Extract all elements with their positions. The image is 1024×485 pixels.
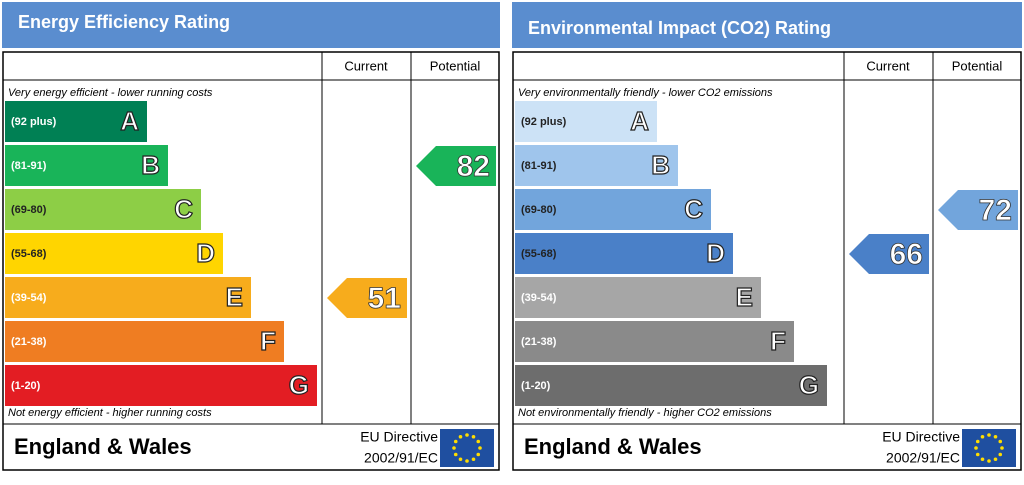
top-note: Very environmentally friendly - lower CO… [518, 87, 773, 99]
column-header: Potential [430, 58, 481, 73]
flag-star [980, 434, 985, 439]
band-range: (21-38) [521, 336, 557, 348]
bottom-note: Not energy efficient - higher running co… [8, 407, 212, 419]
band-range: (1-20) [11, 380, 41, 392]
band-range: (39-54) [11, 292, 47, 304]
rating-arrow [849, 234, 929, 274]
rating-band [5, 365, 317, 406]
flag-star [453, 452, 458, 457]
rating-band [5, 233, 223, 274]
rating-band [5, 189, 201, 230]
flag-star [987, 433, 991, 437]
panel-title: Energy Efficiency Rating [18, 12, 230, 32]
band-range: (81-91) [521, 160, 557, 172]
panel-frame [2, 51, 500, 471]
rating-band [5, 277, 251, 318]
rating-band [515, 321, 794, 362]
rating-band [515, 233, 733, 274]
bottom-note: Not environmentally friendly - higher CO… [518, 407, 772, 419]
band-range: (55-68) [521, 248, 557, 260]
flag-star [993, 434, 998, 439]
band-range: (69-80) [11, 204, 47, 216]
rating-band [5, 145, 168, 186]
rating-band [5, 321, 284, 362]
flag-star [998, 452, 1003, 457]
top-note: Very energy efficient - lower running co… [8, 87, 213, 99]
flag-star [998, 439, 1003, 444]
band-letter: F [770, 326, 786, 356]
title-bar [512, 2, 1022, 48]
flag-star [975, 439, 980, 444]
band-letter: G [799, 370, 819, 400]
band-letter: A [120, 106, 139, 136]
flag-star [980, 457, 985, 462]
country: England & Wales [14, 434, 192, 459]
flag-star [987, 459, 991, 463]
band-letter: C [684, 194, 703, 224]
band-letter: D [196, 238, 215, 268]
column-header: Current [866, 58, 910, 73]
band-range: (92 plus) [11, 116, 57, 128]
panel-frame [512, 51, 1022, 471]
rating-band [5, 101, 147, 142]
flag-star [471, 457, 476, 462]
flag-star [458, 434, 463, 439]
band-range: (1-20) [521, 380, 551, 392]
flag-star [478, 446, 482, 450]
flag-star [453, 439, 458, 444]
rating-arrow [416, 146, 496, 186]
panel-title: Environmental Impact (CO2) Rating [528, 18, 831, 38]
rating-band [515, 145, 678, 186]
band-letter: C [174, 194, 193, 224]
flag-star [993, 457, 998, 462]
band-range: (69-80) [521, 204, 557, 216]
directive: 2002/91/EC [886, 450, 960, 466]
band-letter: B [141, 150, 160, 180]
band-range: (39-54) [521, 292, 557, 304]
rating-arrow [327, 278, 407, 318]
band-letter: E [226, 282, 243, 312]
rating-band [515, 189, 711, 230]
directive: 2002/91/EC [364, 450, 438, 466]
rating-band [515, 277, 761, 318]
band-letter: B [651, 150, 670, 180]
flag-star [974, 446, 978, 450]
rating-value: 72 [979, 194, 1012, 227]
flag-star [458, 457, 463, 462]
rating-value: 51 [368, 282, 401, 315]
band-letter: E [736, 282, 753, 312]
band-letter: F [260, 326, 276, 356]
band-range: (81-91) [11, 160, 47, 172]
band-letter: A [630, 106, 649, 136]
rating-arrow [938, 190, 1018, 230]
directive: EU Directive [882, 429, 960, 445]
flag-star [465, 459, 469, 463]
rating-band [515, 365, 827, 406]
rating-value: 82 [457, 150, 490, 183]
band-range: (92 plus) [521, 116, 567, 128]
rating-band [515, 101, 657, 142]
column-header: Potential [952, 58, 1003, 73]
band-range: (21-38) [11, 336, 47, 348]
flag-star [465, 433, 469, 437]
flag-star [975, 452, 980, 457]
rating-value: 66 [890, 238, 923, 271]
band-letter: G [289, 370, 309, 400]
flag-star [476, 439, 481, 444]
country: England & Wales [524, 434, 702, 459]
band-letter: D [706, 238, 725, 268]
title-bar [2, 2, 500, 48]
flag-star [471, 434, 476, 439]
directive: EU Directive [360, 429, 438, 445]
flag-star [476, 452, 481, 457]
column-header: Current [344, 58, 388, 73]
flag-star [1000, 446, 1004, 450]
flag-star [452, 446, 456, 450]
band-range: (55-68) [11, 248, 47, 260]
